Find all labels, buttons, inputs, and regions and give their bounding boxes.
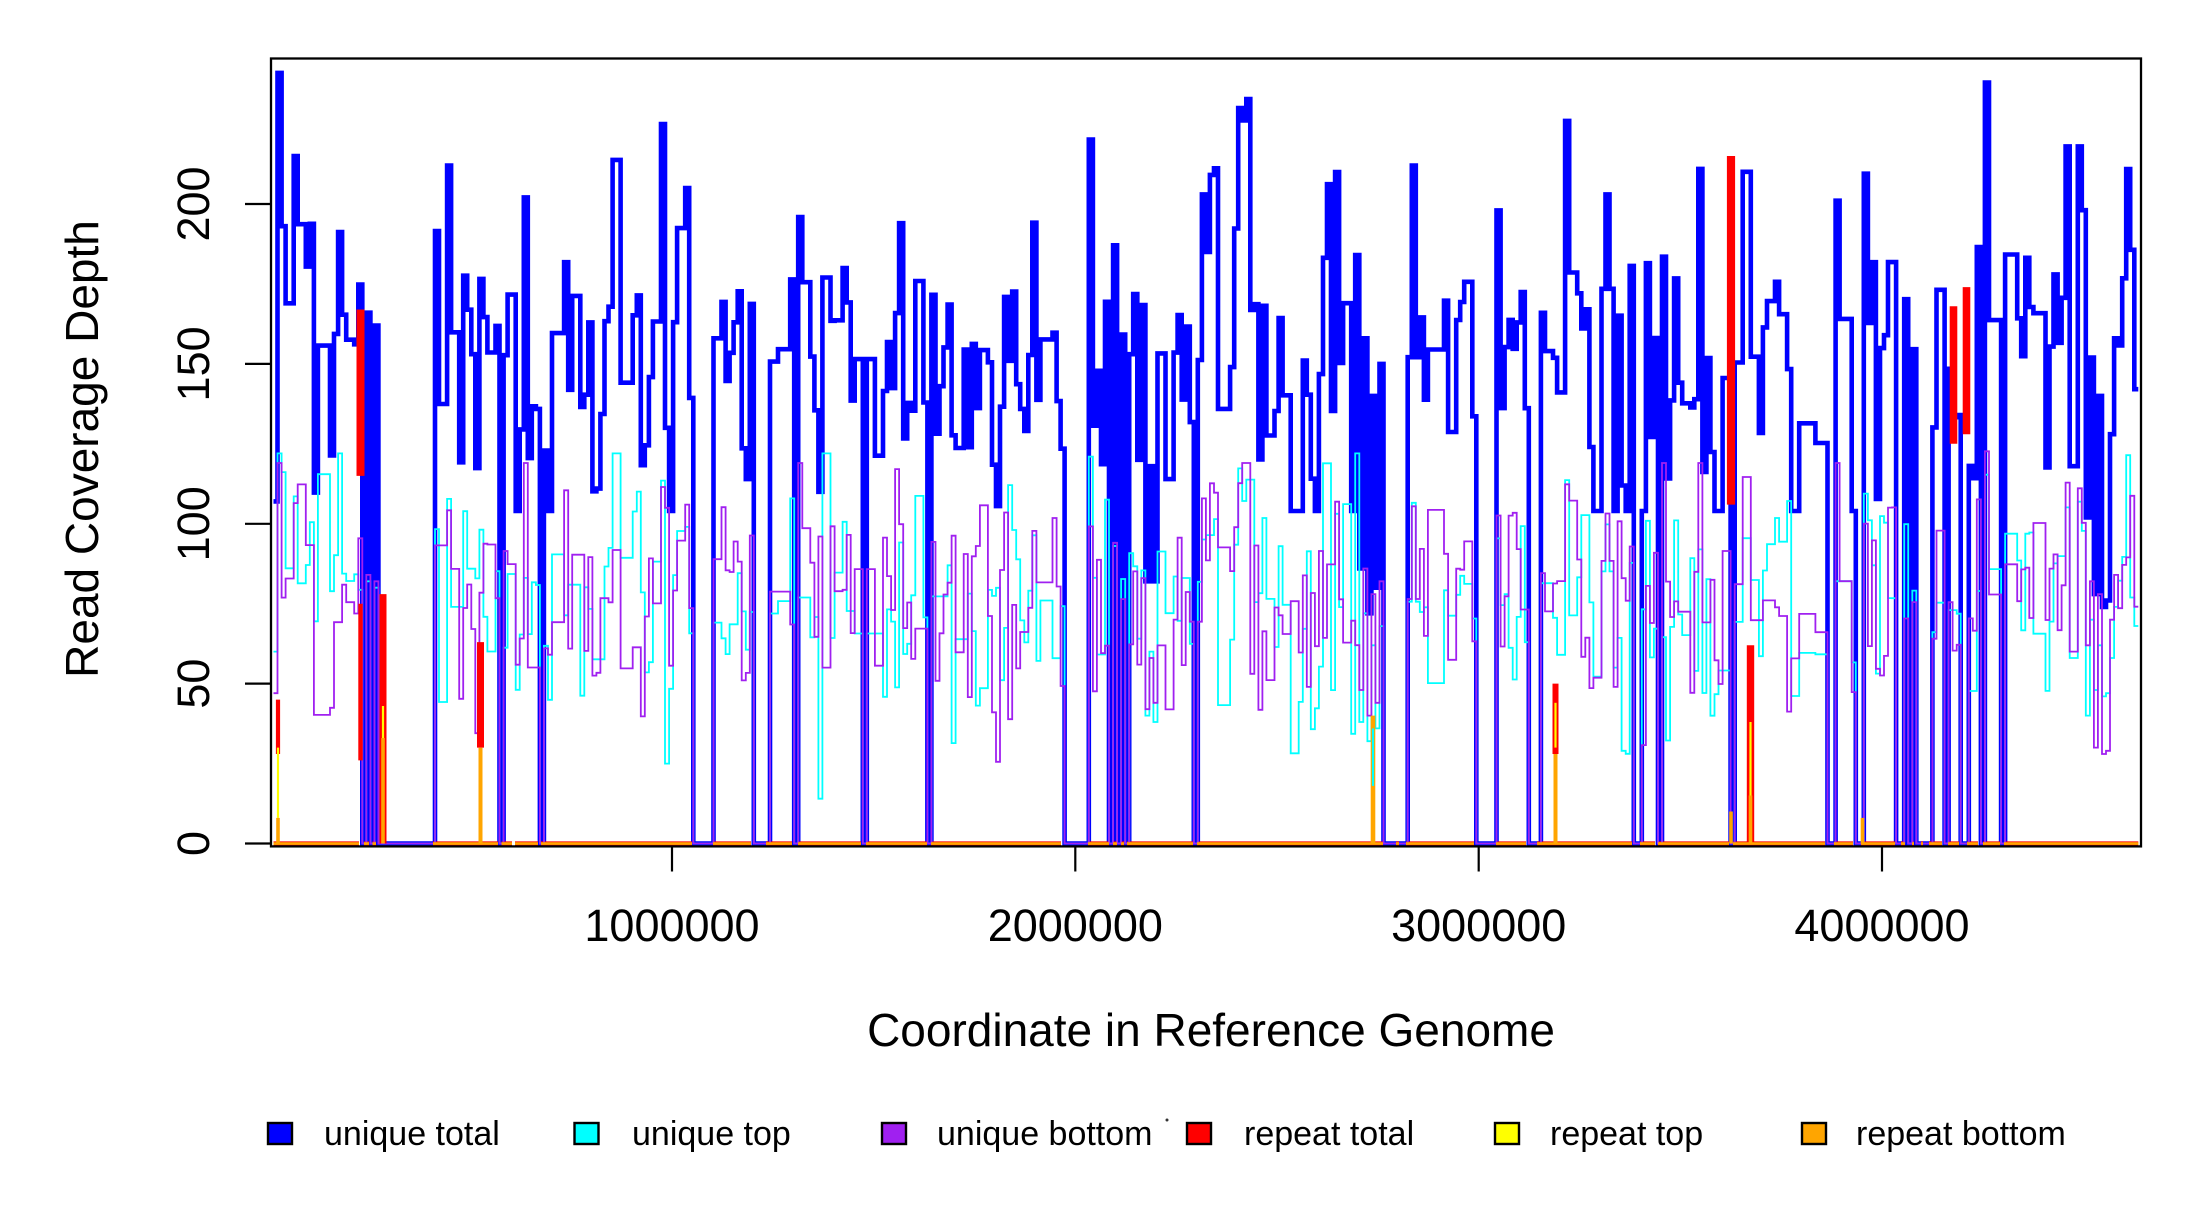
svg-text:50: 50 bbox=[168, 659, 219, 709]
svg-text:1000000: 1000000 bbox=[584, 900, 759, 951]
svg-text:200: 200 bbox=[168, 166, 219, 241]
svg-text:unique bottom: unique bottom bbox=[937, 1115, 1153, 1153]
svg-text:unique total: unique total bbox=[324, 1115, 500, 1153]
svg-text:2000000: 2000000 bbox=[988, 900, 1163, 951]
svg-text:150: 150 bbox=[168, 326, 219, 401]
svg-text:repeat total: repeat total bbox=[1244, 1115, 1414, 1153]
svg-text:repeat bottom: repeat bottom bbox=[1856, 1115, 2066, 1153]
svg-text:100: 100 bbox=[168, 486, 219, 561]
svg-text:repeat top: repeat top bbox=[1550, 1115, 1703, 1153]
svg-text:Read Coverage Depth: Read Coverage Depth bbox=[56, 220, 108, 678]
svg-text:3000000: 3000000 bbox=[1391, 900, 1566, 951]
svg-text:0: 0 bbox=[168, 831, 219, 856]
svg-text:unique top: unique top bbox=[632, 1115, 791, 1153]
svg-text:Coordinate in Reference Genome: Coordinate in Reference Genome bbox=[867, 1004, 1555, 1056]
svg-text:4000000: 4000000 bbox=[1794, 900, 1969, 951]
